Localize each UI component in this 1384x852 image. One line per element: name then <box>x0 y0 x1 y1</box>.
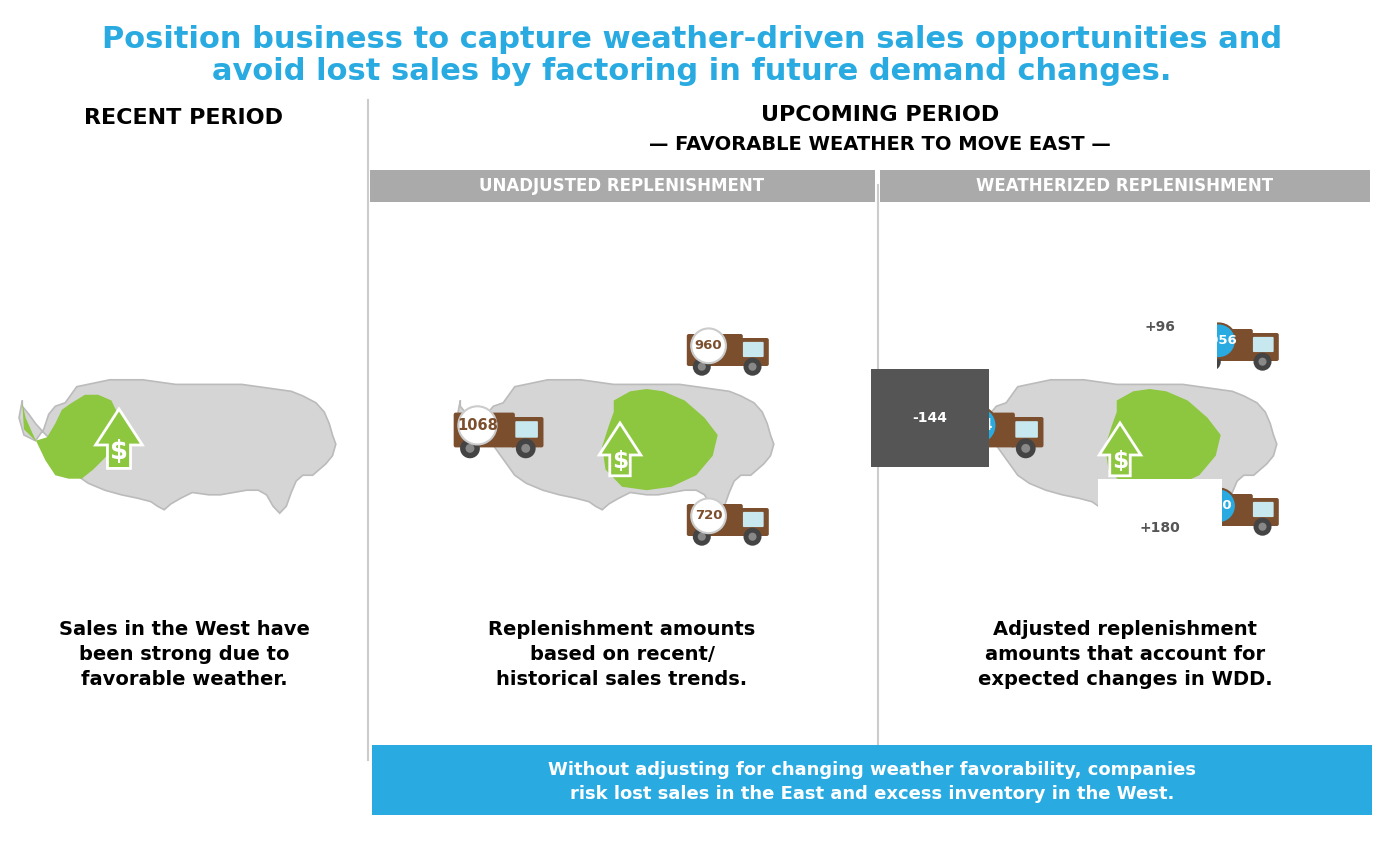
Polygon shape <box>22 394 122 479</box>
Circle shape <box>1016 439 1035 458</box>
Circle shape <box>1208 522 1217 531</box>
FancyBboxPatch shape <box>1197 329 1253 361</box>
FancyArrowPatch shape <box>1174 521 1194 533</box>
Text: UNADJUSTED REPLENISHMENT: UNADJUSTED REPLENISHMENT <box>479 177 764 195</box>
Text: Without adjusting for changing weather favorability, companies
risk lost sales i: Without adjusting for changing weather f… <box>548 761 1196 803</box>
FancyBboxPatch shape <box>454 412 515 447</box>
Polygon shape <box>602 389 718 490</box>
Circle shape <box>698 532 706 541</box>
FancyBboxPatch shape <box>1016 421 1038 438</box>
Text: 1068: 1068 <box>457 417 498 433</box>
Polygon shape <box>599 423 641 475</box>
Text: Adjusted replenishment
amounts that account for
expected changes in WDD.: Adjusted replenishment amounts that acco… <box>977 620 1272 689</box>
Circle shape <box>960 439 980 458</box>
Circle shape <box>1254 518 1272 536</box>
Circle shape <box>749 363 757 371</box>
FancyArrowPatch shape <box>1174 322 1196 330</box>
FancyBboxPatch shape <box>511 417 544 447</box>
Circle shape <box>465 444 475 452</box>
Circle shape <box>1258 522 1266 531</box>
FancyBboxPatch shape <box>739 508 768 536</box>
FancyBboxPatch shape <box>739 338 768 366</box>
Circle shape <box>1208 358 1217 366</box>
Circle shape <box>1258 358 1266 366</box>
FancyArrowPatch shape <box>966 406 973 413</box>
Text: 924: 924 <box>962 417 992 433</box>
Circle shape <box>743 527 761 545</box>
Polygon shape <box>1106 389 1221 490</box>
Text: -144: -144 <box>912 411 948 425</box>
Text: RECENT PERIOD: RECENT PERIOD <box>84 108 284 128</box>
Circle shape <box>516 439 536 458</box>
Text: $: $ <box>612 450 628 473</box>
Circle shape <box>458 406 497 445</box>
Text: Sales in the West have
been strong due to
favorable weather.: Sales in the West have been strong due t… <box>58 620 310 689</box>
Polygon shape <box>19 380 336 513</box>
Circle shape <box>698 363 706 371</box>
FancyBboxPatch shape <box>370 170 875 202</box>
Polygon shape <box>1099 423 1140 475</box>
FancyBboxPatch shape <box>743 342 764 357</box>
Circle shape <box>459 439 480 458</box>
Text: WEATHERIZED REPLENISHMENT: WEATHERIZED REPLENISHMENT <box>977 177 1273 195</box>
FancyBboxPatch shape <box>880 170 1370 202</box>
Text: Replenishment amounts
based on recent/
historical sales trends.: Replenishment amounts based on recent/ h… <box>489 620 756 689</box>
Circle shape <box>1021 444 1030 452</box>
Text: $: $ <box>109 439 127 465</box>
Circle shape <box>966 444 974 452</box>
Circle shape <box>1203 518 1221 536</box>
FancyBboxPatch shape <box>1248 333 1279 361</box>
Circle shape <box>1201 324 1236 358</box>
Circle shape <box>749 532 757 541</box>
Circle shape <box>1201 488 1236 523</box>
Circle shape <box>691 498 727 533</box>
FancyBboxPatch shape <box>686 334 743 366</box>
Text: +96: +96 <box>1145 320 1175 334</box>
FancyBboxPatch shape <box>515 421 538 438</box>
Text: 900: 900 <box>1204 499 1232 512</box>
FancyBboxPatch shape <box>743 512 764 527</box>
FancyBboxPatch shape <box>1010 417 1044 447</box>
Circle shape <box>743 358 761 376</box>
Polygon shape <box>960 380 1277 513</box>
Text: +180: +180 <box>1139 521 1181 535</box>
FancyBboxPatch shape <box>1197 494 1253 526</box>
FancyBboxPatch shape <box>1253 337 1273 352</box>
Circle shape <box>691 328 727 363</box>
Text: UPCOMING PERIOD: UPCOMING PERIOD <box>761 105 999 125</box>
FancyBboxPatch shape <box>686 504 743 536</box>
Polygon shape <box>95 409 143 469</box>
Text: avoid lost sales by factoring in future demand changes.: avoid lost sales by factoring in future … <box>212 57 1172 87</box>
FancyBboxPatch shape <box>1248 498 1279 526</box>
Circle shape <box>522 444 530 452</box>
Circle shape <box>1203 353 1221 371</box>
FancyBboxPatch shape <box>954 412 1014 447</box>
Circle shape <box>1254 353 1272 371</box>
Text: Position business to capture weather-driven sales opportunities and: Position business to capture weather-dri… <box>102 26 1282 55</box>
Text: — FAVORABLE WEATHER TO MOVE EAST —: — FAVORABLE WEATHER TO MOVE EAST — <box>649 135 1111 154</box>
Polygon shape <box>457 380 774 513</box>
FancyBboxPatch shape <box>372 745 1372 815</box>
FancyBboxPatch shape <box>1253 502 1273 517</box>
Circle shape <box>693 358 711 376</box>
Text: 960: 960 <box>695 339 722 352</box>
Text: 720: 720 <box>695 509 722 522</box>
Circle shape <box>693 527 711 545</box>
Circle shape <box>958 406 996 445</box>
Text: 1056: 1056 <box>1200 334 1237 348</box>
Text: $: $ <box>1111 450 1128 473</box>
